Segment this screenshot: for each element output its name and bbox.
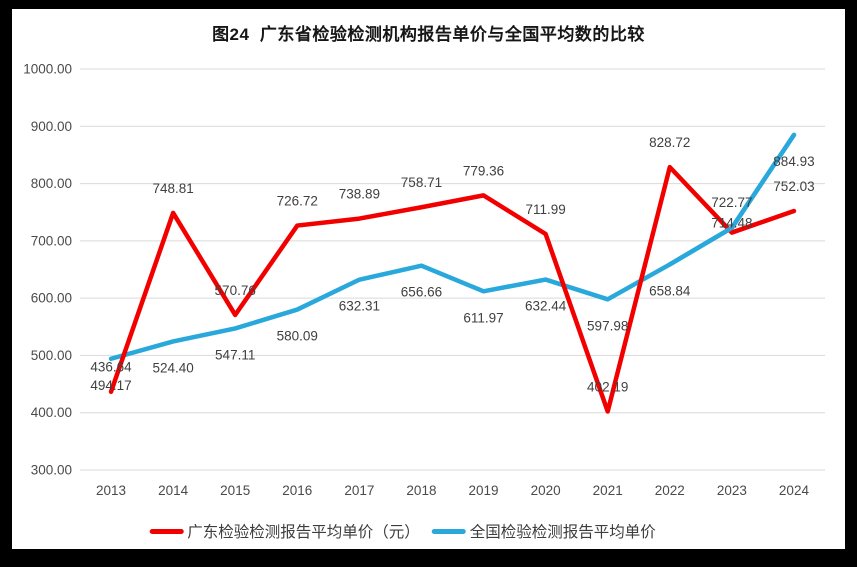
chart-legend: 广东检验检测报告平均单价（元） 全国检验检测报告平均单价 bbox=[149, 520, 656, 542]
y-axis-tick: 400.00 bbox=[31, 405, 72, 420]
y-axis-tick: 500.00 bbox=[31, 348, 72, 363]
data-label: 580.09 bbox=[277, 329, 318, 344]
data-label: 884.93 bbox=[773, 154, 814, 169]
data-label: 570.76 bbox=[215, 283, 256, 298]
x-axis-tick: 2015 bbox=[220, 483, 250, 498]
data-label: 738.89 bbox=[339, 187, 380, 202]
national-line bbox=[108, 132, 797, 362]
legend-swatch-guangdong-icon bbox=[149, 528, 184, 534]
x-axis-tick: 2017 bbox=[344, 483, 374, 498]
x-axis-tick: 2013 bbox=[96, 483, 126, 498]
y-axis-tick: 600.00 bbox=[31, 291, 72, 306]
legend-label-guangdong: 广东检验检测报告平均单价（元） bbox=[187, 524, 420, 541]
data-label: 611.97 bbox=[463, 310, 503, 325]
legend-item-guangdong: 广东检验检测报告平均单价（元） bbox=[149, 520, 420, 542]
chart-canvas: 1000.00 900.00 800.00 700.00 600.00 500.00 400… bbox=[23, 62, 825, 498]
data-label: 656.66 bbox=[401, 285, 442, 300]
data-label: 658.84 bbox=[649, 283, 691, 298]
y-axis-tick: 700.00 bbox=[31, 233, 72, 248]
data-label: 402.19 bbox=[587, 379, 628, 394]
legend-swatch-national-icon bbox=[431, 528, 466, 534]
x-axis-tick: 2022 bbox=[655, 483, 685, 498]
data-label: 748.81 bbox=[152, 181, 193, 196]
data-label: 779.36 bbox=[463, 163, 504, 178]
data-label: 632.31 bbox=[339, 299, 380, 314]
x-axis-tick: 2020 bbox=[531, 483, 561, 498]
data-label: 632.44 bbox=[525, 299, 567, 314]
legend-item-national: 全国检验检测报告平均单价 bbox=[431, 520, 656, 542]
data-label: 758.71 bbox=[401, 175, 442, 190]
y-axis-tick: 300.00 bbox=[31, 463, 72, 478]
data-label: 711.99 bbox=[525, 202, 565, 217]
y-axis-tick: 1000.00 bbox=[23, 62, 72, 77]
data-label: 524.40 bbox=[152, 360, 193, 375]
data-label: 726.72 bbox=[277, 194, 318, 209]
data-label: 436.64 bbox=[90, 360, 132, 375]
data-label: 494.17 bbox=[90, 378, 131, 393]
data-label: 752.03 bbox=[773, 179, 814, 194]
chart-title: 图24 广东省检验检测机构报告单价与全国平均数的比较 bbox=[212, 25, 645, 44]
x-axis-tick: 2016 bbox=[282, 483, 312, 498]
legend-label-national: 全国检验检测报告平均单价 bbox=[469, 524, 656, 541]
x-axis-tick: 2019 bbox=[469, 483, 499, 498]
national-line-overlay bbox=[667, 132, 797, 267]
x-axis-tick: 2023 bbox=[717, 483, 747, 498]
x-axis-tick: 2018 bbox=[406, 483, 436, 498]
data-label: 714.48 bbox=[711, 216, 752, 231]
data-label: 722.77 bbox=[711, 195, 752, 210]
chart-panel: 图24 广东省检验检测机构报告单价与全国平均数的比较 1000.00 900.00… bbox=[12, 9, 845, 549]
y-axis-tick: 800.00 bbox=[31, 176, 72, 191]
y-axis-tick: 900.00 bbox=[31, 119, 72, 134]
x-axis-tick: 2024 bbox=[779, 483, 810, 498]
x-axis-tick: 2021 bbox=[593, 483, 623, 498]
data-label: 828.72 bbox=[649, 135, 690, 150]
x-axis-tick: 2014 bbox=[158, 483, 189, 498]
guangdong-line bbox=[108, 164, 797, 414]
data-label: 597.98 bbox=[587, 318, 628, 333]
data-label: 547.11 bbox=[215, 347, 255, 362]
